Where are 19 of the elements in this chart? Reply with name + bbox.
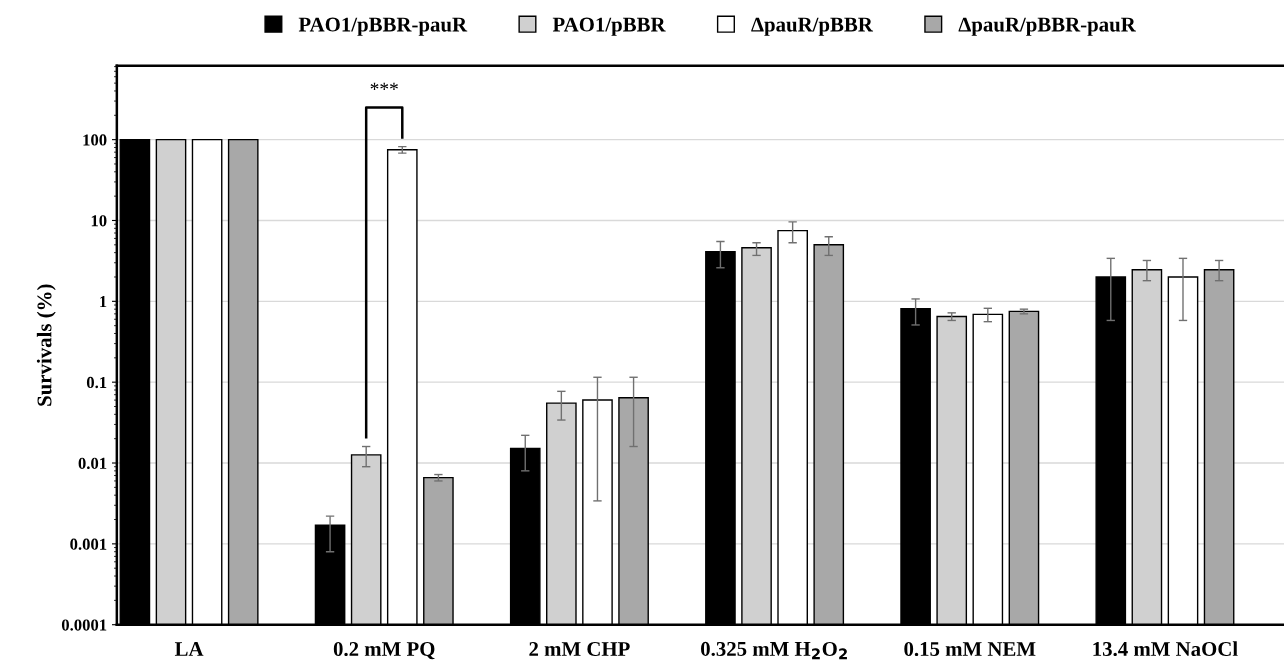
- legend-label: PAO1/pBBR: [552, 17, 666, 36]
- y-tick-label: 0.01: [78, 457, 107, 470]
- y-tick-label: 1: [100, 296, 107, 308]
- x-tick-label: LA: [174, 642, 204, 656]
- y-tick-label: 0.0001: [61, 619, 107, 631]
- legend-label: ΔpauR/pBBR-pauR: [958, 17, 1136, 36]
- y-tick-label: 10: [91, 215, 107, 227]
- x-tick-label: 2 mM CHP: [529, 642, 630, 657]
- x-tick-label: 0.15 mM NEM: [904, 641, 1036, 657]
- legend-label: ΔpauR/pBBR: [751, 17, 874, 36]
- y-axis-title: Survivals (%): [36, 284, 56, 406]
- y-tick-label: 100: [83, 134, 107, 146]
- x-tick-label: 13.4 mM NaOCl: [1093, 641, 1238, 657]
- annotation: ***: [370, 82, 398, 90]
- x-tick-label: 0.2 mM PQ: [333, 641, 435, 660]
- y-tick-label: 0.001: [70, 538, 107, 550]
- legend-label: PAO1/pBBR-pauR: [298, 17, 468, 36]
- y-tick-label: 0.1: [86, 376, 107, 389]
- x-tick-label: 0.325 mM H$_{2}$O$_{2}$: [701, 641, 847, 660]
